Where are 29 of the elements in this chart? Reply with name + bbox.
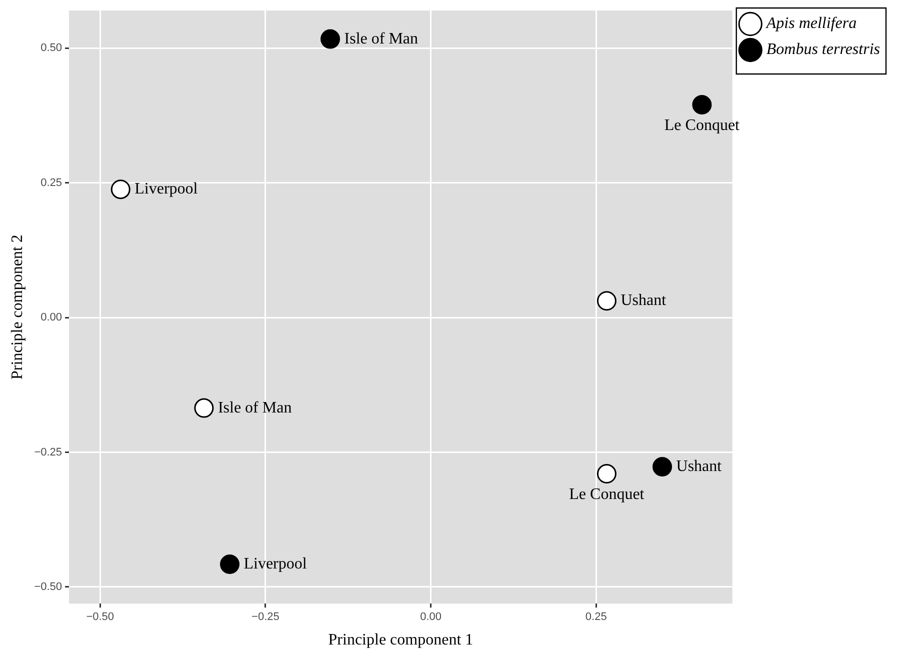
- y-tick-label: 0.25: [40, 176, 62, 189]
- annotation: Ushant: [676, 458, 722, 475]
- y-tick-label: 0.50: [40, 42, 62, 54]
- y-tick-label: 0.00: [40, 312, 62, 324]
- point: [652, 457, 672, 477]
- annotation: Le Conquet: [569, 486, 645, 503]
- annotation: Le Conquet: [664, 116, 740, 134]
- y-axis-title: Principle component 2: [8, 234, 26, 380]
- legend-label: Apis mellifera: [765, 15, 857, 32]
- legend-label: Bombus terrestris: [766, 41, 880, 58]
- annotation: Liverpool: [134, 180, 198, 198]
- point: [692, 95, 712, 115]
- x-tick-label: 0.25: [585, 611, 607, 624]
- point: [194, 398, 214, 418]
- y-tick-label: −0.50: [34, 580, 62, 593]
- point: [220, 554, 240, 574]
- point: [320, 29, 340, 49]
- x-tick-label: −0.25: [252, 611, 280, 624]
- point: [110, 180, 130, 200]
- annotation: Isle of Man: [218, 399, 292, 416]
- annotation: Liverpool: [244, 555, 308, 572]
- y-tick-label: −0.25: [34, 446, 62, 458]
- x-axis-title: Principle component 1: [328, 632, 474, 649]
- annotation: Isle of Man: [344, 30, 418, 48]
- point: [596, 464, 616, 484]
- x-tick-label: 0.00: [420, 611, 442, 624]
- x-tick-label: −0.50: [86, 611, 114, 624]
- point: [596, 291, 616, 311]
- annotation: Ushant: [620, 292, 667, 310]
